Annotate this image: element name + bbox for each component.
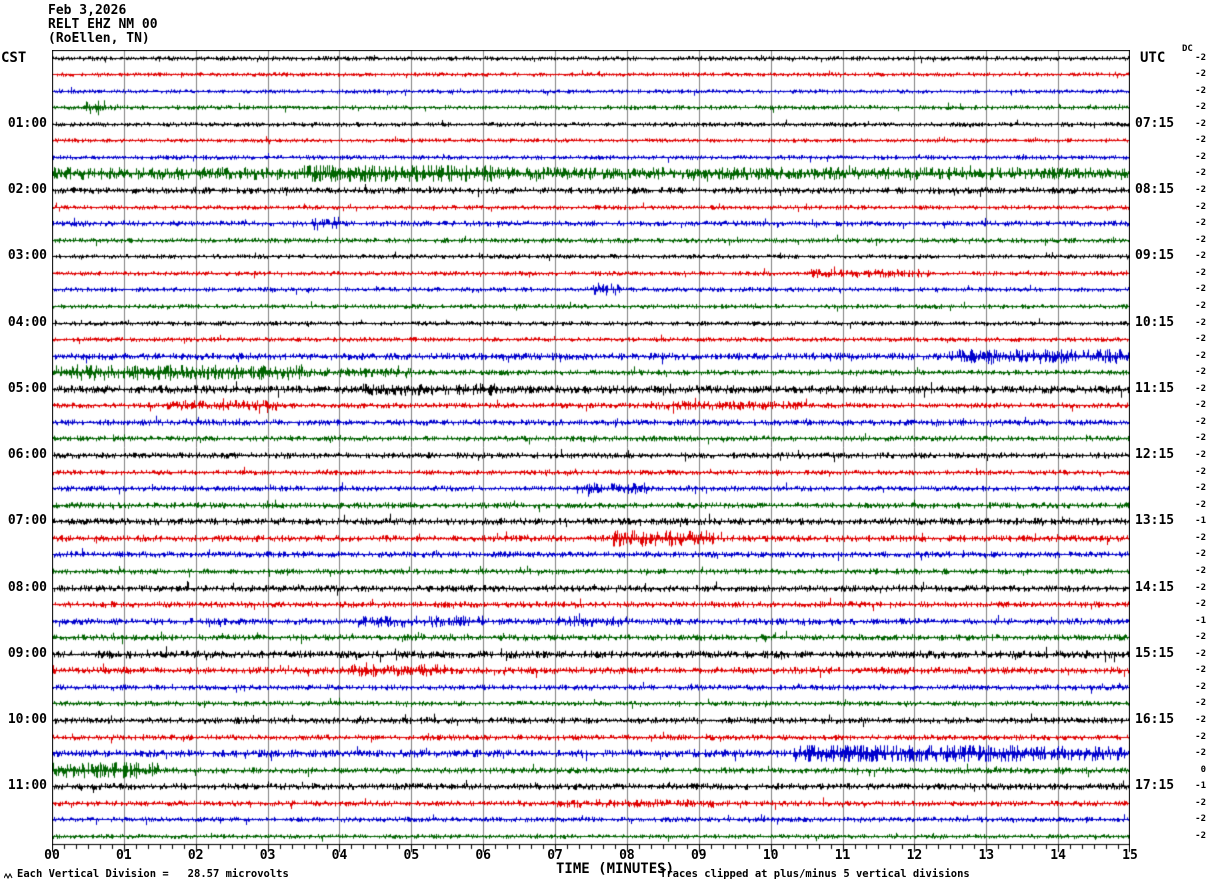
left-time-label: 11:00 bbox=[7, 778, 47, 794]
dc-offset-value: -2 bbox=[1195, 632, 1206, 643]
dc-offset-value: -2 bbox=[1195, 201, 1206, 212]
dc-offset-value: -2 bbox=[1195, 648, 1206, 659]
left-time-label: 05:00 bbox=[7, 380, 47, 396]
dc-offset-value: -2 bbox=[1195, 698, 1206, 709]
right-time-label: 13:15 bbox=[1135, 513, 1175, 529]
right-time-label: 08:15 bbox=[1135, 182, 1175, 197]
dc-offset-value: -2 bbox=[1195, 284, 1206, 295]
dc-offset-value: -2 bbox=[1195, 118, 1206, 129]
clip-note: Traces clipped at plus/minus 5 vertical … bbox=[660, 868, 970, 880]
dc-offset-value: -2 bbox=[1195, 549, 1206, 560]
x-tick-label: 10 bbox=[762, 848, 779, 863]
x-tick-label: 15 bbox=[1122, 848, 1138, 863]
dc-offset-value: -2 bbox=[1195, 797, 1206, 808]
left-time-label: 08:00 bbox=[7, 579, 47, 595]
dc-offset-value: -2 bbox=[1195, 300, 1206, 311]
dc-offset-value: -2 bbox=[1195, 450, 1206, 460]
dc-offset-value: -2 bbox=[1195, 466, 1206, 477]
dc-offset-value: -2 bbox=[1195, 334, 1206, 345]
plot-title: Feb 3,2026 RELT EHZ NM 00 (RoEllen, TN) bbox=[48, 4, 158, 46]
dc-offset-value: -1 bbox=[1195, 615, 1206, 626]
right-time-label: 17:15 bbox=[1135, 778, 1175, 794]
left-time-label: 02:00 bbox=[7, 182, 47, 197]
dc-offset-value: -2 bbox=[1195, 185, 1206, 195]
right-axis-header: UTC bbox=[1140, 50, 1166, 66]
x-tick-label: 12 bbox=[906, 848, 923, 863]
dc-offset-value: -2 bbox=[1195, 218, 1206, 229]
dc-offset-value: -2 bbox=[1195, 267, 1206, 278]
dc-offset-value: -2 bbox=[1195, 350, 1206, 361]
dc-offset-value: -2 bbox=[1195, 532, 1206, 543]
x-tick-label: 01 bbox=[116, 848, 132, 863]
title-date: Feb 3,2026 bbox=[48, 3, 127, 18]
right-time-label: 15:15 bbox=[1135, 645, 1175, 661]
left-time-label: 04:00 bbox=[7, 314, 47, 330]
right-time-label: 14:15 bbox=[1135, 579, 1175, 595]
dc-offset-header: DC bbox=[1182, 44, 1193, 54]
dc-offset-value: -2 bbox=[1195, 665, 1206, 676]
dc-offset-value: -2 bbox=[1195, 69, 1206, 80]
dc-offset-value: -2 bbox=[1195, 830, 1206, 841]
right-time-label: 10:15 bbox=[1135, 314, 1175, 330]
x-tick-label: 08 bbox=[619, 848, 635, 863]
left-time-label: 07:00 bbox=[7, 513, 47, 529]
dc-offset-value: -2 bbox=[1195, 52, 1206, 63]
dc-offset-value: -2 bbox=[1195, 681, 1206, 692]
dc-offset-value: -1 bbox=[1195, 516, 1206, 527]
left-axis-header: CST bbox=[1, 50, 27, 66]
x-tick-label: 14 bbox=[1050, 848, 1066, 863]
dc-offset-value: -2 bbox=[1195, 135, 1206, 146]
left-time-label: 03:00 bbox=[7, 248, 47, 264]
x-tick-label: 06 bbox=[475, 848, 492, 863]
x-tick-label: 00 bbox=[44, 848, 60, 863]
dc-offset-value: -2 bbox=[1195, 102, 1206, 113]
dc-offset-value: -2 bbox=[1195, 499, 1206, 510]
dc-offset-value: -2 bbox=[1195, 400, 1206, 411]
dc-offset-value: -2 bbox=[1195, 715, 1206, 725]
dc-offset-value: 0 bbox=[1200, 764, 1206, 775]
x-tick-label: 05 bbox=[403, 848, 420, 863]
x-tick-label: 11 bbox=[834, 848, 851, 863]
x-tick-label: 09 bbox=[690, 848, 707, 863]
dc-offset-value: -2 bbox=[1195, 599, 1206, 610]
dc-offset-value: -2 bbox=[1195, 85, 1206, 96]
x-tick-label: 13 bbox=[978, 848, 995, 863]
left-time-label: 01:00 bbox=[7, 115, 47, 131]
x-tick-label: 04 bbox=[331, 848, 348, 863]
dc-offset-value: -2 bbox=[1195, 383, 1206, 394]
dc-offset-value: -2 bbox=[1195, 814, 1206, 825]
right-time-label: 07:15 bbox=[1135, 115, 1175, 131]
dc-offset-value: -2 bbox=[1195, 748, 1206, 759]
dc-offset-value: -2 bbox=[1195, 234, 1206, 245]
dc-offset-value: -2 bbox=[1195, 416, 1206, 427]
waveform-scale-marker-icon bbox=[4, 872, 13, 880]
dc-offset-value: -2 bbox=[1195, 483, 1206, 494]
seismogram-plot bbox=[52, 50, 1130, 854]
left-time-label: 06:00 bbox=[7, 447, 47, 462]
dc-offset-value: -2 bbox=[1195, 731, 1206, 742]
dc-offset-value: -2 bbox=[1195, 565, 1206, 576]
x-tick-label: 02 bbox=[187, 848, 204, 863]
right-time-label: 09:15 bbox=[1135, 248, 1175, 264]
x-tick-label: 07 bbox=[547, 848, 563, 863]
right-time-label: 12:15 bbox=[1135, 447, 1175, 462]
dc-offset-value: -2 bbox=[1195, 151, 1206, 162]
vertical-division-note: Each Vertical Division = 28.57 microvolt… bbox=[17, 868, 289, 880]
right-time-label: 16:15 bbox=[1135, 712, 1175, 727]
dc-offset-value: -2 bbox=[1195, 317, 1206, 328]
left-time-label: 10:00 bbox=[7, 712, 47, 727]
dc-offset-value: -2 bbox=[1195, 251, 1206, 262]
left-time-label: 09:00 bbox=[7, 645, 47, 661]
title-station: RELT EHZ NM 00 bbox=[48, 17, 158, 32]
title-location: (RoEllen, TN) bbox=[48, 31, 150, 46]
dc-offset-value: -2 bbox=[1195, 367, 1206, 378]
dc-offset-value: -1 bbox=[1195, 781, 1206, 792]
right-time-label: 11:15 bbox=[1135, 380, 1175, 396]
x-axis-label: TIME (MINUTES) bbox=[556, 861, 675, 877]
x-tick-label: 03 bbox=[259, 848, 276, 863]
dc-offset-value: -2 bbox=[1195, 433, 1206, 444]
dc-offset-value: -2 bbox=[1195, 582, 1206, 593]
dc-offset-value: -2 bbox=[1195, 168, 1206, 179]
